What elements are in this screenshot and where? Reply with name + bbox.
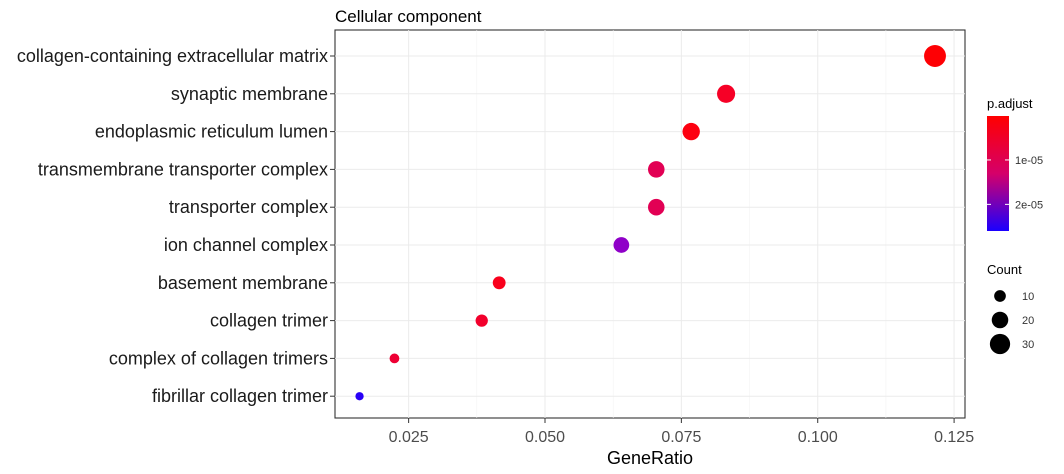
size-legend-dot	[991, 311, 1009, 329]
y-tick-label: complex of collagen trimers	[109, 348, 328, 368]
color-legend: p.adjust 1e-05 2e-05	[987, 96, 1043, 231]
data-point	[717, 84, 736, 103]
y-axis: collagen-containing extracellular matrix…	[17, 46, 335, 406]
x-tick-label: 0.075	[661, 429, 701, 446]
data-point	[355, 392, 364, 401]
color-legend-tick-label: 1e-05	[1015, 155, 1043, 167]
y-tick-label: synaptic membrane	[171, 84, 328, 104]
color-legend-title: p.adjust	[987, 96, 1033, 111]
x-tick-label: 0.125	[934, 429, 974, 446]
x-tick-label: 0.100	[798, 429, 838, 446]
x-axis: 0.025 0.050 0.075 0.100 0.125	[389, 418, 974, 446]
y-tick-label: fibrillar collagen trimer	[152, 386, 328, 406]
size-legend-dot	[989, 333, 1011, 355]
size-legend-label: 30	[1022, 339, 1034, 351]
data-point	[647, 161, 665, 178]
color-legend-tick-label: 2e-05	[1015, 199, 1043, 211]
data-points	[355, 45, 946, 401]
y-tick-label: collagen trimer	[210, 311, 328, 331]
data-point	[492, 276, 506, 290]
data-point	[475, 314, 488, 327]
size-legend-label: 10	[1022, 291, 1034, 303]
x-tick-label: 0.050	[525, 429, 565, 446]
y-tick-label: collagen-containing extracellular matrix	[17, 46, 328, 66]
size-legend-dot	[994, 290, 1006, 302]
y-tick-label: transporter complex	[169, 197, 328, 217]
plot-panel	[334, 29, 966, 419]
size-legend-title: Count	[987, 262, 1022, 277]
size-legend-label: 20	[1022, 315, 1034, 327]
data-point	[389, 353, 400, 364]
data-point	[647, 198, 665, 216]
x-tick-label: 0.025	[389, 429, 429, 446]
y-tick-label: ion channel complex	[164, 235, 328, 255]
y-tick-label: endoplasmic reticulum lumen	[95, 122, 328, 142]
chart-title: Cellular component	[335, 7, 482, 26]
color-legend-bar	[987, 116, 1009, 231]
x-axis-title: GeneRatio	[607, 448, 693, 468]
data-point	[682, 122, 700, 141]
y-tick-label: basement membrane	[158, 273, 328, 293]
data-point	[613, 237, 630, 253]
y-tick-label: transmembrane transporter complex	[38, 159, 328, 179]
size-legend: Count 10 20 30	[987, 262, 1034, 355]
data-point	[924, 45, 946, 67]
